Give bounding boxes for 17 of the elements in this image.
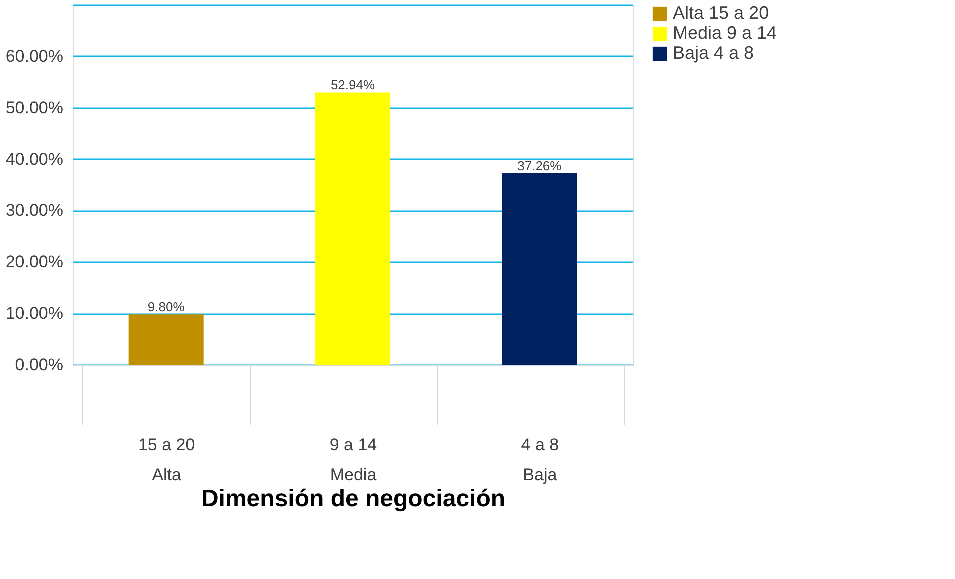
y-tick-label: 30.00% xyxy=(6,201,64,220)
y-tick-label: 60.00% xyxy=(6,46,64,66)
x-axis-title: Dimensión de negociación xyxy=(201,486,506,512)
legend-label: Baja 4 a 8 xyxy=(673,43,754,63)
data-label: 9.80% xyxy=(148,300,186,315)
y-tick-label: 0.00% xyxy=(15,356,64,374)
data-label: 37.26% xyxy=(518,158,562,174)
y-tick-label: 20.00% xyxy=(6,252,64,272)
y-tick-label: 10.00% xyxy=(6,304,64,324)
y-tick-label: 40.00% xyxy=(6,150,64,169)
legend-label: Alta 15 a 20 xyxy=(673,3,770,23)
data-label: 52.94% xyxy=(330,78,376,93)
legend-label: Media 9 a 14 xyxy=(673,23,778,43)
y-tick-label: 50.00% xyxy=(6,98,64,118)
x-tick-label: 15 a 20 Alta xyxy=(138,436,196,484)
x-tick-label: 9 a 14 Media xyxy=(330,436,378,484)
x-tick-label: 4 a 8 Baja xyxy=(521,436,560,484)
